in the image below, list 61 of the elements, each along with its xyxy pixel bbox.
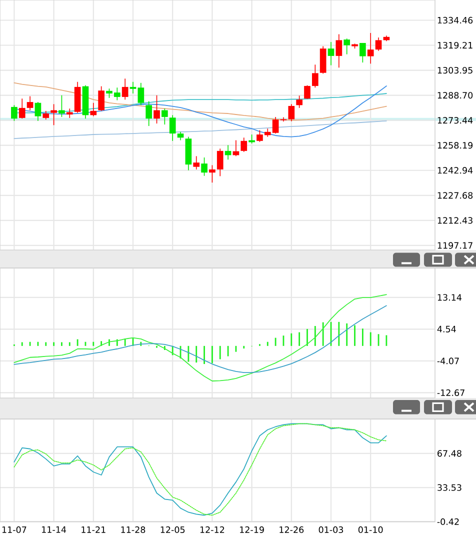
- candlestick: [216, 148, 224, 177]
- line-series: [14, 305, 387, 373]
- y-tick-label: 1288.70: [438, 92, 473, 99]
- candlestick: [288, 104, 295, 122]
- x-tick-label: 12-19: [240, 526, 264, 534]
- candlestick: [98, 86, 104, 112]
- candlestick: [344, 38, 350, 55]
- candlestick: [26, 96, 34, 111]
- candlestick: [193, 156, 200, 170]
- y-tick-label: 1197.17: [438, 242, 472, 249]
- y-tick-label: 1227.68: [438, 192, 473, 199]
- candlestick: [232, 140, 240, 157]
- y-tick-label: -0.42: [437, 518, 459, 526]
- y-tick-label: -12.67: [437, 389, 464, 396]
- candlestick: [375, 37, 382, 52]
- x-tick-label: 12-12: [200, 526, 224, 533]
- line-series: [14, 294, 387, 382]
- y-tick-label: 1334.46: [438, 16, 473, 24]
- y-tick-label: 1319.21: [438, 42, 472, 49]
- candlestick: [122, 78, 128, 100]
- y-tick-label: 1273.44: [438, 117, 473, 124]
- candlestick: [296, 95, 302, 108]
- x-tick-label: 11-28: [121, 526, 146, 534]
- candlestick: [360, 42, 366, 63]
- candlestick: [162, 108, 168, 125]
- y-tick-label: 67.48: [438, 450, 462, 457]
- candlestick: [50, 104, 57, 126]
- candlestick: [146, 100, 152, 126]
- y-tick-label: -4.07: [437, 358, 459, 364]
- candlestick: [18, 98, 26, 119]
- candlestick: [367, 32, 374, 64]
- y-tick-label: 1212.43: [438, 217, 472, 224]
- y-tick-label: 1258.19: [438, 142, 473, 149]
- candlestick: [336, 34, 342, 68]
- candlestick: [90, 102, 97, 117]
- y-tick-label: 4.54: [437, 326, 456, 332]
- candlestick: [169, 114, 176, 142]
- candlestick: [240, 137, 248, 152]
- candlestick: [66, 108, 73, 118]
- candlestick: [328, 42, 334, 66]
- candlestick: [34, 102, 42, 122]
- candlestick: [304, 84, 310, 100]
- candlestick: [138, 82, 144, 106]
- candlestick: [201, 157, 208, 176]
- candlestick: [154, 94, 160, 124]
- x-tick-label: 11-14: [42, 526, 66, 533]
- x-tick-label: 11-07: [2, 526, 26, 534]
- y-tick-label: 1242.94: [438, 167, 473, 174]
- x-tick-label: 12-05: [160, 526, 185, 534]
- candlestick: [58, 94, 65, 118]
- y-tick-label: 1303.95: [438, 66, 472, 74]
- candlestick: [11, 104, 18, 122]
- x-tick-label: 01-03: [318, 526, 344, 534]
- x-tick-label: 12-26: [280, 526, 304, 534]
- x-tick-label: 01-10: [358, 526, 383, 534]
- candlestick: [312, 64, 318, 88]
- candlestick: [209, 164, 216, 183]
- y-tick-label: 33.53: [438, 484, 462, 491]
- x-tick-label: 11-21: [82, 526, 106, 533]
- candlestick: [130, 81, 136, 94]
- y-tick-label: 13.14: [438, 294, 462, 301]
